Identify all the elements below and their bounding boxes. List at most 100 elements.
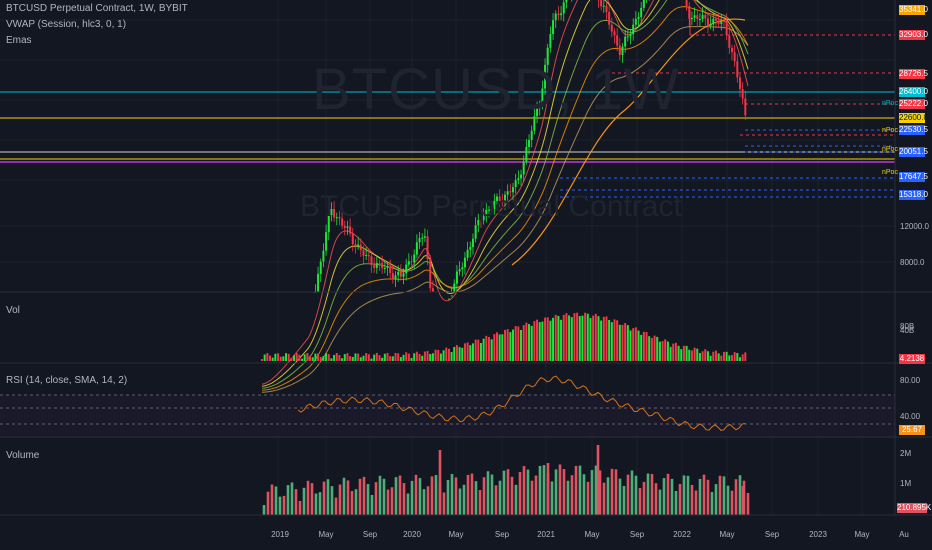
volume-bar — [422, 489, 426, 515]
volume-bar — [722, 476, 726, 515]
volume-bar — [534, 475, 538, 515]
candle-body — [322, 250, 325, 262]
candle-body — [613, 31, 616, 36]
volume-bar — [350, 491, 354, 515]
rsi-tick: 80.00 — [900, 376, 921, 385]
vol-bar — [447, 348, 450, 361]
volume-bar — [338, 484, 342, 515]
time-tick: May — [584, 530, 599, 539]
volume-bar — [538, 465, 542, 515]
candle-body — [554, 13, 557, 21]
vol-bar — [418, 353, 421, 361]
vol-bar — [728, 355, 731, 361]
vol-bar — [552, 317, 555, 361]
time-tick: 2020 — [403, 530, 421, 539]
vol-bar — [725, 351, 728, 361]
candle-body — [712, 18, 715, 25]
vol-bar — [536, 319, 539, 361]
volume-bar — [550, 481, 554, 515]
emas-indicator-label[interactable]: Emas — [6, 35, 32, 46]
volume-bar — [718, 475, 722, 515]
volume-bar — [290, 482, 294, 515]
candle-body — [365, 255, 368, 257]
volume-bar — [370, 494, 374, 515]
candle-body — [517, 178, 520, 181]
volume-bar — [710, 491, 714, 515]
vol-bar — [407, 353, 410, 361]
volume-bar — [414, 474, 418, 515]
candle-body — [714, 18, 717, 21]
vol-bar — [576, 312, 579, 361]
vol-bar — [730, 355, 733, 361]
candle-body — [461, 267, 464, 270]
volume-bar — [374, 482, 378, 515]
candle-body — [397, 271, 400, 276]
candle-body — [637, 16, 640, 19]
vol-bar — [453, 346, 456, 361]
volume-bar — [596, 445, 600, 515]
vol-bar — [365, 353, 368, 361]
vwap-indicator-label[interactable]: VWAP (Session, hlc3, 0, 1) — [6, 19, 127, 30]
vol-bar — [450, 351, 453, 361]
volume-bar — [634, 475, 638, 515]
volume-bar — [522, 466, 526, 515]
vol-bar — [664, 339, 667, 361]
vol-pane-label[interactable]: Vol — [6, 305, 20, 316]
candle-body — [693, 15, 696, 19]
volume-bar — [678, 483, 682, 515]
vol-bar — [487, 336, 490, 361]
time-tick: 2022 — [673, 530, 691, 539]
vol-bar — [701, 351, 704, 361]
volume-bar — [446, 479, 450, 515]
volume-bar — [578, 465, 582, 515]
volume-bar — [518, 472, 522, 515]
vol-bar — [461, 347, 464, 361]
vol-bar — [610, 322, 613, 361]
vol-bar — [333, 354, 336, 361]
volume-bar — [530, 480, 534, 515]
volume-tick: 2M — [900, 449, 911, 458]
volume-bars — [262, 445, 750, 515]
volume-bar — [686, 475, 690, 515]
volume-pane-label[interactable]: Volume — [6, 450, 40, 461]
time-tick: Sep — [765, 530, 780, 539]
candle-body — [338, 217, 341, 219]
vol-bar — [528, 324, 531, 361]
vol-bar — [618, 324, 621, 361]
ema-200-line — [511, 18, 746, 266]
volume-bar — [526, 469, 530, 515]
vol-bar — [437, 349, 440, 361]
vol-bar — [402, 354, 405, 361]
volume-bar — [674, 491, 678, 515]
vol-bar — [381, 357, 384, 361]
vol-bar — [282, 356, 285, 361]
vol-bar — [359, 357, 362, 361]
volume-bar — [390, 487, 394, 515]
candle-body — [546, 47, 549, 65]
vol-tick: 40B — [900, 326, 914, 335]
volume-bar — [726, 485, 730, 515]
candle-body — [632, 24, 635, 35]
vol-bars — [261, 312, 747, 361]
candle-body — [429, 258, 432, 289]
vol-bar — [322, 356, 325, 361]
vol-bar — [373, 354, 376, 361]
vol-bar — [325, 353, 328, 361]
volume-bar — [274, 486, 278, 515]
symbol-title[interactable]: BTCUSD Perpetual Contract, 1W, BYBIT — [6, 3, 188, 14]
volume-bar — [598, 470, 602, 515]
volume-bar — [614, 469, 618, 515]
volume-bar — [410, 480, 414, 515]
candle-body — [688, 6, 691, 19]
volume-bar — [434, 475, 438, 515]
vol-bar — [650, 338, 653, 361]
price-levels — [0, 10, 895, 198]
candle-body — [728, 35, 731, 48]
candle-body — [383, 267, 386, 269]
volume-bar — [430, 476, 434, 515]
vol-bar — [439, 353, 442, 361]
volume-bar — [454, 477, 458, 515]
rsi-pane-label[interactable]: RSI (14, close, SMA, 14, 2) — [6, 375, 128, 386]
candle-body — [410, 261, 413, 263]
